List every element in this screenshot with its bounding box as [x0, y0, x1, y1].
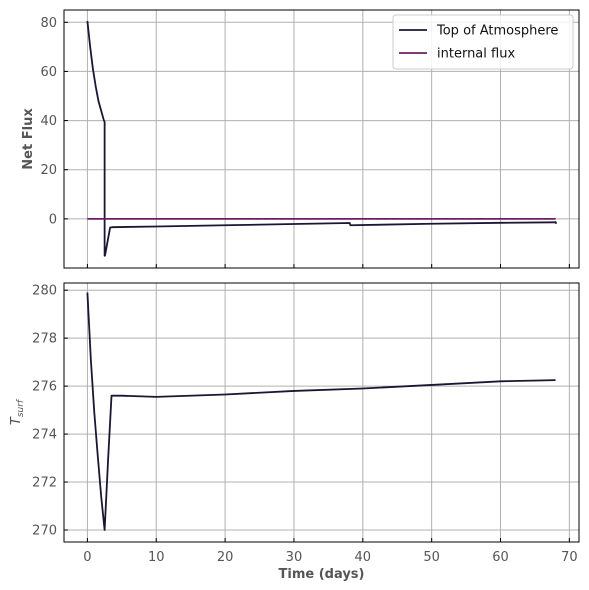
y-tick-label: 274: [32, 428, 57, 443]
surface-temperature-panel: 0 10 20 30 40 50 60 70 270 272 274 276 278 280 Tsurf Ti…: [9, 282, 580, 582]
y-tick-label: 40: [40, 114, 57, 129]
y-axis-label: Tsurf: [9, 398, 26, 425]
net-flux-panel: 0 20 40 60 80 Net Flux Top of Atmosphere intern…: [21, 9, 580, 269]
y-tick-label: 80: [40, 16, 57, 31]
x-tick-label: 60: [492, 550, 509, 565]
x-tick-label: 10: [148, 550, 165, 565]
series-line-top-of-atmosphere: [86, 20, 558, 257]
legend-label: internal flux: [437, 47, 515, 62]
legend-label: Top of Atmosphere: [436, 24, 558, 39]
x-axis-label: Time (days): [279, 567, 365, 582]
x-tick-label: 0: [83, 550, 91, 565]
y-tick-label: 276: [32, 380, 57, 395]
x-tick-label: 30: [286, 550, 303, 565]
legend: Top of Atmosphere internal flux: [392, 14, 574, 70]
y-tick-label: 20: [40, 163, 57, 178]
x-tick-label: 40: [355, 550, 372, 565]
x-tick-label: 50: [423, 550, 440, 565]
y-tick-label: 280: [32, 284, 57, 299]
y-axis-label: Net Flux: [21, 108, 36, 170]
y-tick-label: 0: [49, 212, 57, 227]
y-tick-label: 60: [40, 65, 57, 80]
x-tick-label: 20: [217, 550, 234, 565]
series-line-tsurf: [86, 292, 556, 531]
plot-frame: [63, 282, 580, 543]
y-tick-label: 278: [32, 332, 57, 347]
y-tick-label: 270: [32, 524, 57, 539]
x-tick-label: 70: [561, 550, 578, 565]
plot-frame: [63, 9, 580, 269]
y-tick-label: 272: [32, 476, 57, 491]
